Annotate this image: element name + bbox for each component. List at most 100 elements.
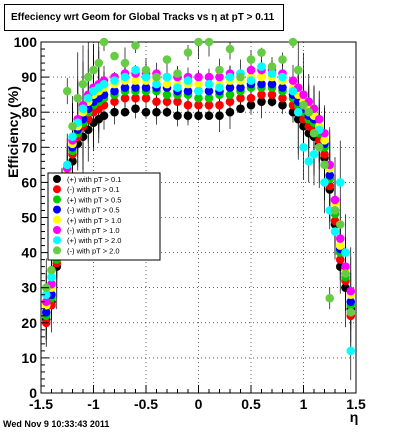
data-point [47, 272, 56, 282]
legend-label: (+) with pT > 2.0 [67, 236, 121, 245]
data-point [304, 107, 314, 117]
y-tick-label: 70 [21, 139, 37, 155]
data-point [78, 79, 88, 89]
data-point [346, 297, 356, 307]
data-point [68, 121, 77, 131]
legend-marker [53, 215, 61, 224]
data-point [120, 58, 130, 68]
legend-marker [53, 226, 61, 234]
data-point [278, 100, 287, 110]
data-point [110, 86, 119, 96]
legend-entry: (-) with pT > 1.0 [53, 226, 120, 235]
data-point [131, 83, 140, 92]
data-point [246, 65, 256, 75]
data-point [83, 72, 93, 82]
legend-label: (-) with pT > 0.1 [67, 185, 120, 194]
legend-marker [53, 205, 61, 214]
data-point [194, 93, 203, 103]
data-point [278, 93, 287, 103]
data-point [246, 76, 256, 85]
data-point [141, 72, 151, 82]
legend-box [47, 172, 161, 261]
data-point [267, 69, 277, 78]
data-point [99, 111, 109, 121]
x-tick-label: 1.5 [346, 396, 366, 412]
data-point [141, 83, 151, 92]
data-point [183, 48, 193, 57]
data-point [183, 76, 193, 85]
data-point [346, 286, 356, 296]
data-point [257, 72, 266, 82]
data-point [141, 107, 151, 117]
data-point [62, 160, 72, 170]
data-point [41, 297, 51, 307]
y-tick-label: 20 [21, 315, 37, 331]
data-point [162, 97, 172, 106]
data-point [225, 72, 235, 82]
data-point [246, 93, 256, 103]
data-point [47, 265, 56, 275]
legend-entry: (+) with pT > 0.5 [53, 195, 121, 204]
data-point [110, 51, 119, 61]
data-point [110, 97, 119, 106]
data-point [293, 107, 303, 117]
data-point [314, 143, 324, 152]
data-point [215, 72, 224, 82]
data-point [162, 90, 172, 99]
data-point [299, 100, 308, 110]
data-point [278, 83, 287, 92]
data-point [236, 104, 245, 113]
data-point [99, 37, 109, 47]
data-point [152, 72, 161, 82]
data-point [267, 97, 277, 106]
data-point [309, 128, 319, 138]
data-point [335, 220, 345, 229]
data-point [288, 76, 298, 85]
data-point [94, 58, 104, 68]
data-point [173, 83, 182, 92]
y-tick-label: 80 [21, 104, 37, 120]
data-point [299, 90, 308, 99]
chart-title: Effeciency wrt Geom for Global Tracks vs… [4, 4, 284, 31]
data-point [335, 241, 345, 250]
data-point [194, 100, 203, 110]
data-point [320, 135, 329, 145]
data-point [225, 97, 235, 106]
legend-entry: (+) with pT > 0.1 [53, 175, 121, 184]
data-point [215, 111, 224, 121]
data-point [246, 100, 256, 110]
data-point [330, 206, 340, 215]
data-point [236, 83, 245, 92]
y-tick-label: 60 [21, 174, 37, 190]
x-tick-label: -1 [87, 396, 100, 412]
data-point [341, 248, 350, 257]
data-point [267, 79, 277, 89]
y-tick-label: 0 [29, 385, 37, 401]
data-point [120, 93, 130, 103]
data-point [257, 48, 266, 57]
data-point [162, 72, 172, 82]
data-point [225, 83, 235, 92]
data-point [173, 97, 182, 106]
data-point [194, 86, 203, 96]
data-point [346, 346, 356, 356]
data-point [73, 93, 83, 103]
legend-label: (-) with pT > 0.5 [67, 206, 120, 215]
data-point [204, 72, 214, 82]
data-point [204, 100, 214, 110]
legend-entry: (-) with pT > 0.5 [53, 205, 120, 215]
y-axis-label: Efficiency (%) [5, 86, 21, 178]
data-point [152, 97, 161, 106]
data-point [225, 90, 235, 99]
series-7 [41, 62, 356, 356]
legend-marker [53, 185, 61, 194]
data-point [204, 93, 214, 103]
data-point [278, 55, 287, 64]
x-tick-label: 1 [300, 396, 308, 412]
data-point [257, 62, 266, 71]
data-point [204, 111, 214, 121]
data-point [131, 93, 140, 103]
timestamp: Wed Nov 9 10:33:43 2011 [3, 419, 110, 429]
data-point [225, 44, 235, 54]
data-point [299, 143, 308, 152]
